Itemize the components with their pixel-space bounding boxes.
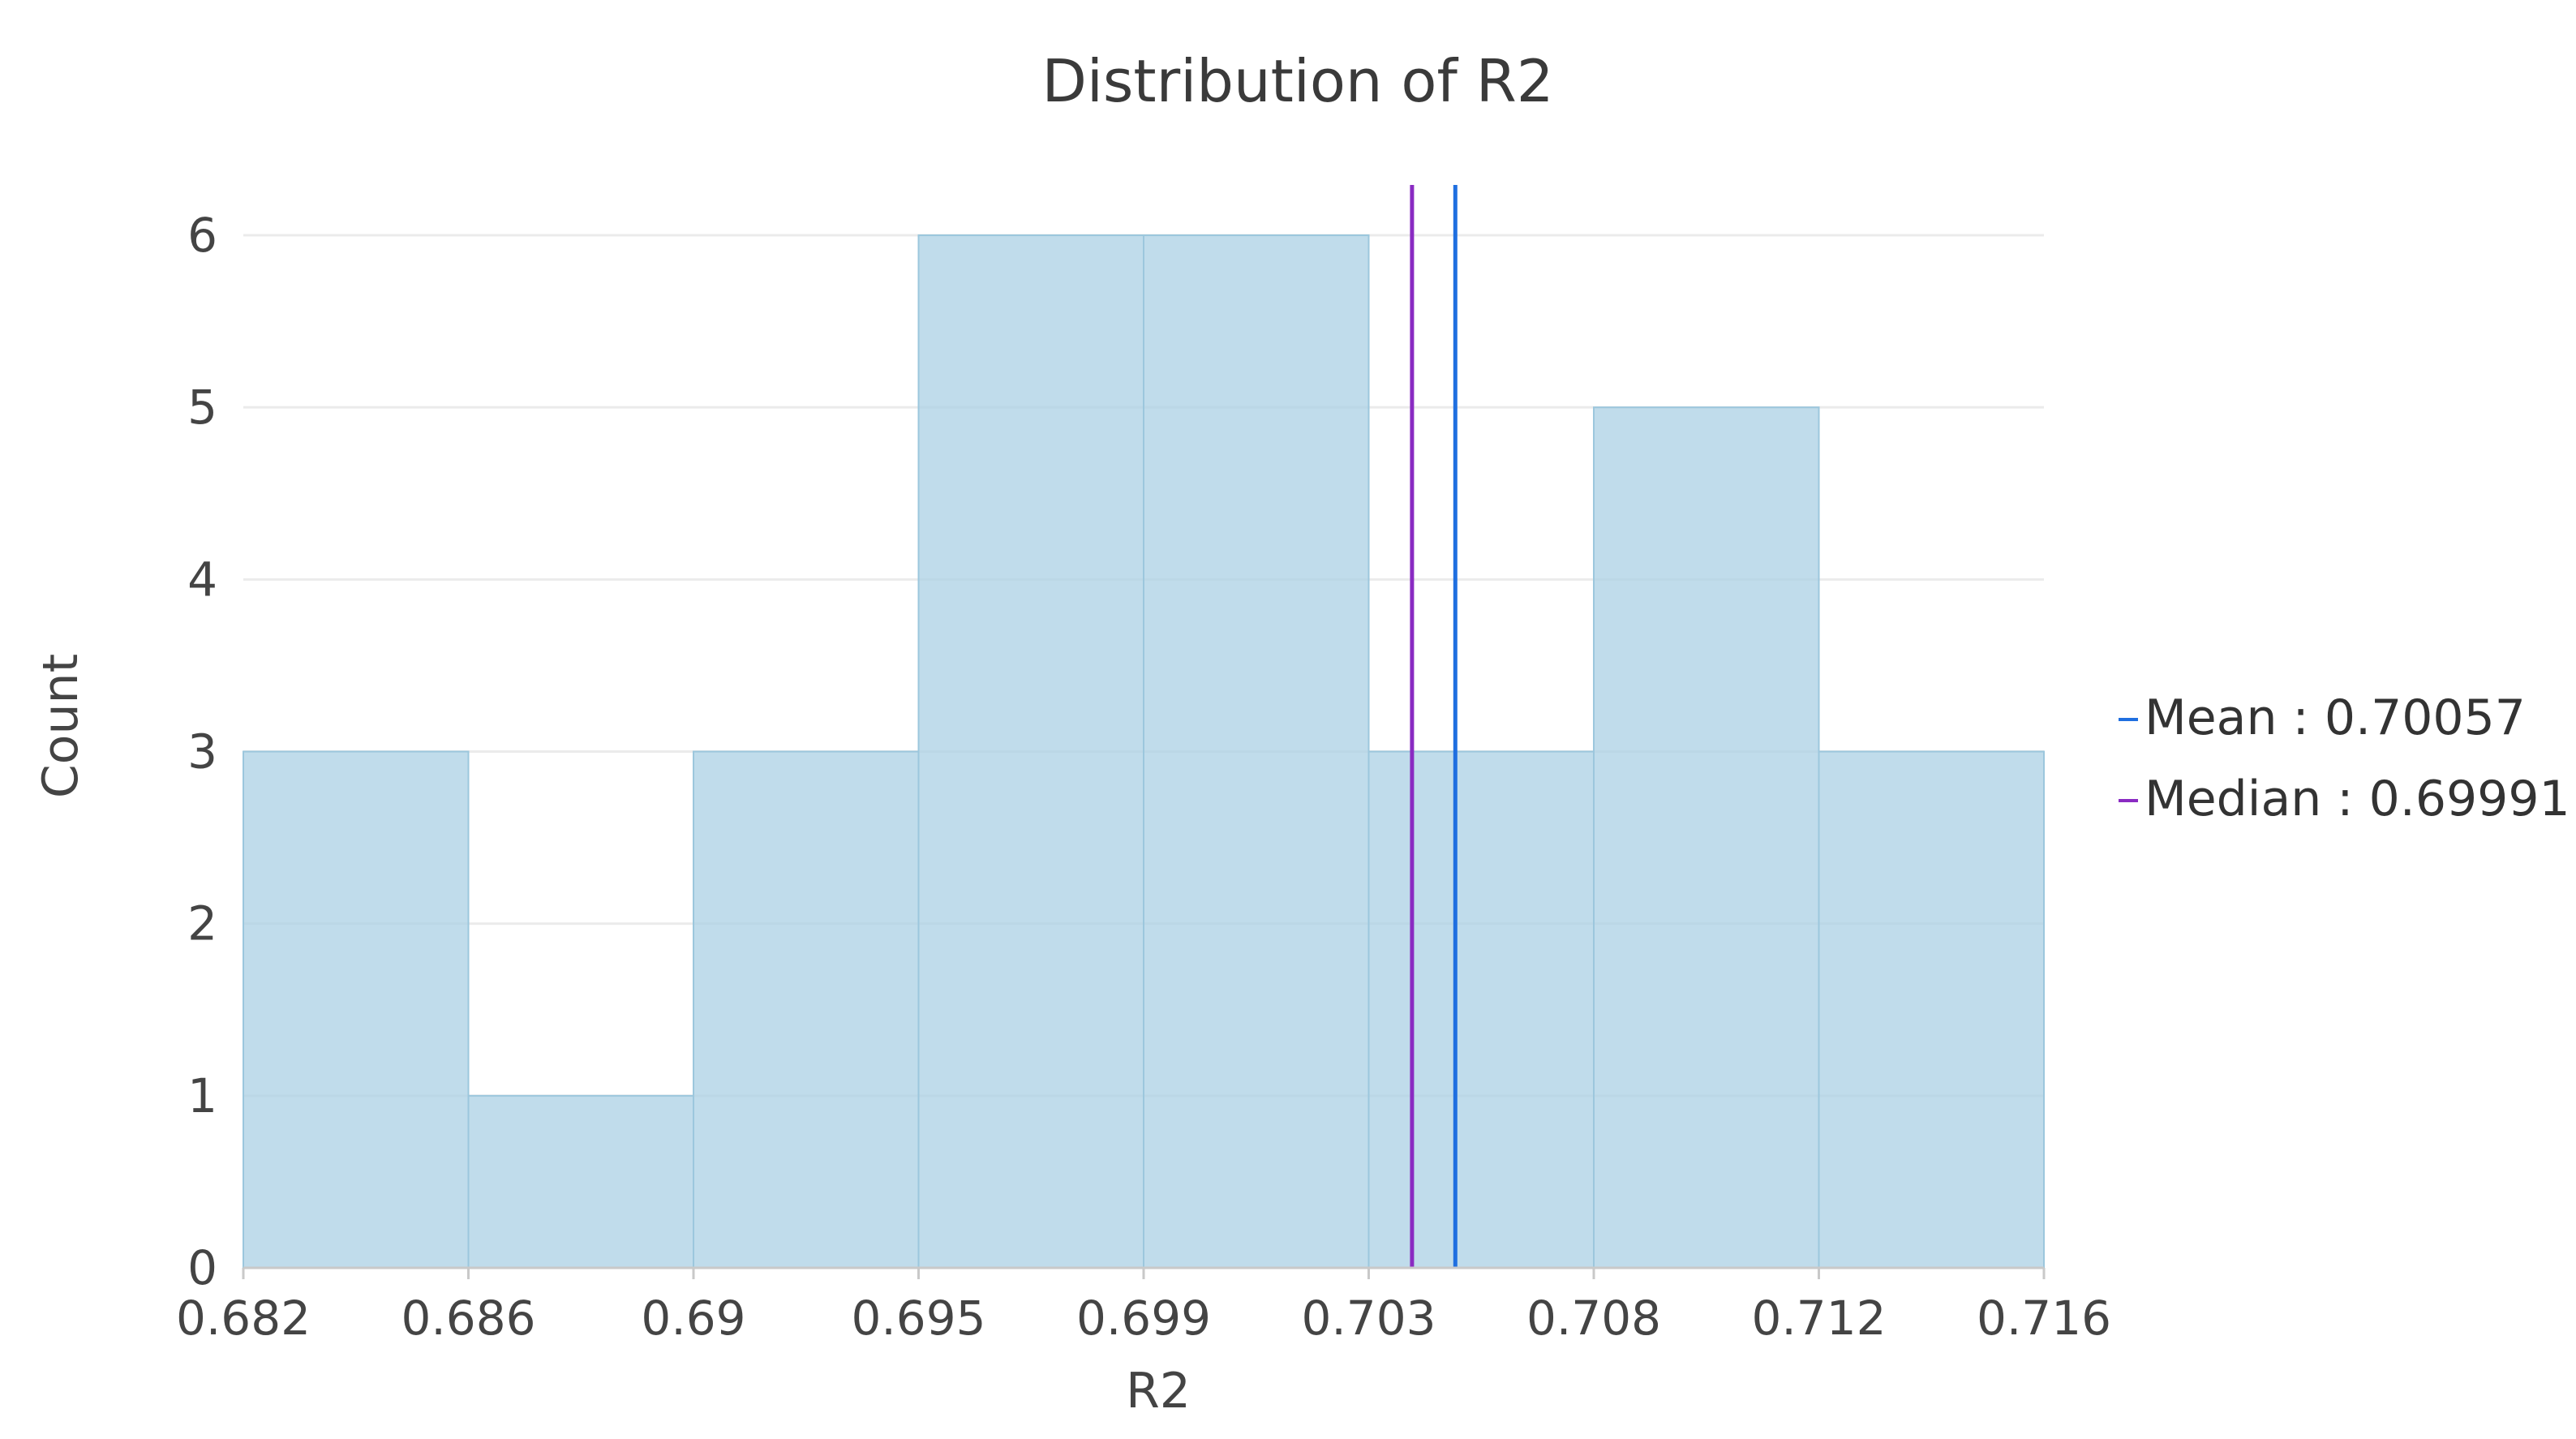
reference-lines: [1410, 185, 1458, 1268]
x-tick-label-7: 0.712: [1751, 1291, 1886, 1346]
chart-title: Distribution of R2: [1041, 47, 1553, 115]
x-tick-label-1: 0.686: [401, 1291, 535, 1346]
x-tick-label-5: 0.703: [1301, 1291, 1436, 1346]
histogram-bar-0: [243, 750, 470, 1269]
x-tick-label-6: 0.708: [1526, 1291, 1661, 1346]
histogram-bars: [243, 234, 2045, 1269]
legend: Mean : 0.70057 Median : 0.69991: [2119, 689, 2570, 827]
legend-label-median: Median : 0.69991: [2145, 771, 2570, 827]
x-tick-label-8: 0.716: [1977, 1291, 2111, 1346]
histogram-bar-7: [1818, 750, 2045, 1269]
histogram-bar-3: [917, 234, 1144, 1269]
y-tick-label-6: 6: [187, 208, 217, 263]
y-tick-label-3: 3: [187, 724, 217, 780]
y-tick-labels: 0 1 2 3 4 5 6: [187, 208, 217, 1295]
histogram-bar-1: [467, 1094, 694, 1269]
y-tick-label-0: 0: [187, 1240, 217, 1295]
histogram-bar-4: [1143, 234, 1370, 1269]
y-axis-label: Count: [32, 654, 89, 798]
x-tick-label-4: 0.699: [1076, 1291, 1211, 1346]
histogram-bar-2: [693, 750, 920, 1269]
x-axis-label: R2: [1126, 1363, 1191, 1420]
histogram-bar-5: [1367, 750, 1595, 1269]
legend-label-mean: Mean : 0.70057: [2145, 689, 2526, 746]
x-tick-label-3: 0.695: [851, 1291, 985, 1346]
y-tick-label-4: 4: [187, 552, 217, 607]
x-tick-label-0: 0.682: [176, 1291, 311, 1346]
y-tick-label-5: 5: [187, 380, 217, 435]
y-tick-label-1: 1: [187, 1068, 217, 1123]
x-tick-labels: 0.682 0.686 0.69 0.695 0.699 0.703 0.708 0.712 0…: [176, 1268, 2111, 1346]
x-tick-label-2: 0.69: [641, 1291, 745, 1346]
y-tick-label-2: 2: [187, 896, 217, 951]
histogram-bar-6: [1593, 406, 1820, 1269]
